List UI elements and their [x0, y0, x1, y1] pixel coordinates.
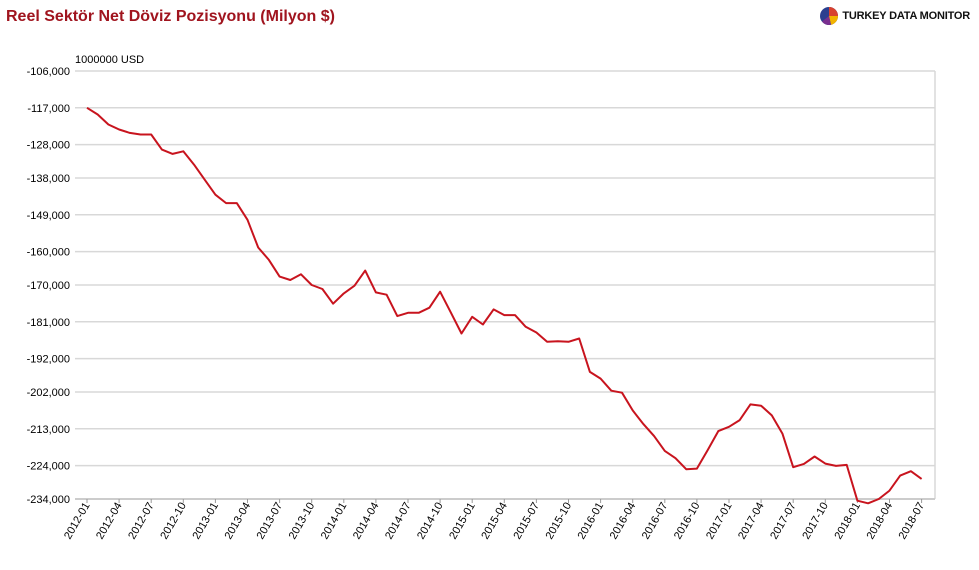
y-tick-label: -192,000 — [27, 354, 70, 366]
brand-logo: TURKEY DATA MONITOR — [819, 6, 970, 26]
y-tick-label: -181,000 — [27, 317, 70, 329]
x-tick-label: 2017-04 — [736, 501, 767, 542]
y-unit-label: 1000000 USD — [75, 54, 144, 66]
x-tick-label: 2014-01 — [319, 501, 350, 542]
x-tick-label: 2012-10 — [158, 501, 189, 542]
series-line — [86, 106, 923, 505]
x-tick-label: 2018-04 — [865, 501, 896, 542]
brand-name: TURKEY DATA MONITOR — [842, 10, 970, 22]
y-tick-label: -213,000 — [27, 424, 70, 436]
x-tick-label: 2018-01 — [832, 501, 863, 542]
y-tick-label: -224,000 — [27, 461, 70, 473]
x-tick-label: 2014-04 — [351, 501, 382, 542]
x-tick-label: 2013-04 — [223, 501, 254, 542]
x-tick-label: 2015-10 — [544, 501, 575, 542]
x-tick-label: 2018-07 — [897, 501, 928, 542]
x-tick-label: 2012-04 — [94, 501, 125, 542]
x-tick-label: 2014-10 — [415, 501, 446, 542]
x-tick-label: 2013-10 — [287, 501, 318, 542]
y-tick-label: -138,000 — [27, 173, 70, 185]
y-tick-label: -160,000 — [27, 247, 70, 259]
x-tick-label: 2016-04 — [608, 501, 639, 542]
x-tick-label: 2017-07 — [768, 501, 799, 542]
x-tick-label: 2015-01 — [447, 501, 478, 542]
x-tick-label: 2017-10 — [800, 501, 831, 542]
axes — [75, 71, 936, 503]
y-tick-label: -128,000 — [27, 140, 70, 152]
y-axis-ticks: -106,000 -117,000 -128,000 -138,000 -149,000… — [27, 66, 70, 506]
x-tick-label: 2016-10 — [672, 501, 703, 542]
x-tick-label: 2015-04 — [479, 501, 510, 542]
x-tick-label: 2013-01 — [190, 501, 221, 542]
x-tick-label: 2016-01 — [576, 501, 607, 542]
x-tick-label: 2013-07 — [255, 501, 286, 542]
grid-lines — [75, 70, 935, 500]
y-tick-label: -234,000 — [27, 494, 70, 506]
x-tick-label: 2017-01 — [704, 501, 735, 542]
x-tick-label: 2015-07 — [511, 501, 542, 542]
y-tick-label: -170,000 — [27, 280, 70, 292]
x-tick-label: 2014-07 — [383, 501, 414, 542]
series-layer — [86, 106, 923, 505]
x-axis-ticks: 2012-01 2012-04 2012-07 2012-10 2013-01 2013-… — [62, 501, 927, 542]
x-tick-label: 2012-01 — [62, 501, 93, 542]
x-tick-label: 2012-07 — [126, 501, 157, 542]
pie-chart-logo-icon — [820, 7, 839, 25]
x-tick-label: 2016-07 — [640, 501, 671, 542]
chart-title: Reel Sektör Net Döviz Pozisyonu (Milyon … — [6, 8, 335, 25]
y-tick-label: -106,000 — [27, 66, 70, 78]
y-tick-label: -202,000 — [27, 387, 70, 399]
y-tick-label: -149,000 — [27, 210, 70, 222]
y-tick-label: -117,000 — [27, 103, 70, 115]
